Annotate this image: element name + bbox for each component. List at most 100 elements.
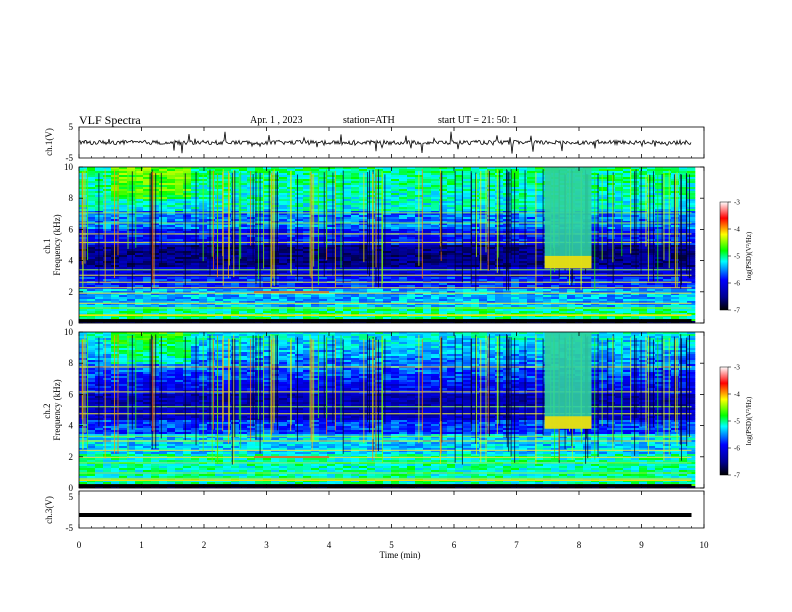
spectrogram-cell [119, 277, 128, 280]
spectrogram-cell [671, 289, 680, 292]
spectrogram-cell [319, 215, 328, 218]
spectrogram-cell [87, 247, 96, 250]
spectrogram-cell [215, 271, 224, 274]
spectrogram-cell [687, 263, 696, 266]
spectrogram-cell [455, 259, 464, 262]
spectrogram-cell [335, 169, 344, 172]
spectrogram-cell [215, 251, 224, 254]
spectrogram-cell [471, 203, 480, 206]
spectrogram-cell [367, 209, 376, 212]
spectrogram-cell [191, 247, 200, 250]
spectrogram-cell [679, 219, 688, 222]
spectrogram-cell [111, 253, 120, 256]
spectrogram-cell [295, 257, 304, 260]
spectrogram-cell [167, 295, 176, 298]
spectrogram-cell [487, 191, 496, 194]
spectrogram-cell [439, 257, 448, 260]
spectrogram-cell [511, 247, 520, 250]
spectrogram-cell [687, 235, 696, 238]
spectrogram-cell [551, 293, 560, 296]
spectrogram-cell [623, 201, 632, 204]
spectrogram-cell [407, 237, 416, 240]
spectrogram-cell [359, 211, 368, 214]
spectrogram-cell [295, 293, 304, 296]
spectrogram-cell [463, 219, 472, 222]
spectrogram-cell [247, 259, 256, 262]
spectrogram-cell [655, 175, 664, 178]
spectrogram-cell [319, 227, 328, 230]
spectrogram-cell [375, 207, 384, 210]
spectrogram-cell [295, 179, 304, 182]
spectrogram-cell [535, 203, 544, 206]
spectrogram-cell [447, 197, 456, 200]
spectrogram-cell [183, 249, 192, 252]
spectrogram-cell [391, 221, 400, 224]
spectrogram-cell [167, 189, 176, 192]
spectrogram-cell [207, 177, 216, 180]
spectrogram-cell [383, 167, 392, 170]
spectrogram-cell [663, 171, 672, 174]
spectrogram-cell [663, 247, 672, 250]
spectrogram-cell [95, 169, 104, 172]
spectrogram-cell [423, 247, 432, 250]
spectrogram-cell [87, 285, 96, 288]
spectrogram-cell [151, 189, 160, 192]
spectrogram-cell [375, 195, 384, 198]
spectrogram-cell [527, 185, 536, 188]
spectrogram-cell [479, 249, 488, 252]
spectrogram-cell [271, 275, 280, 278]
spectrogram-cell [143, 217, 152, 220]
spectrogram-cell [663, 213, 672, 216]
spectrogram-cell [623, 211, 632, 214]
spectrogram-cell [375, 197, 384, 200]
spectrogram-cell [623, 175, 632, 178]
spectrogram-cell [679, 273, 688, 276]
spectrogram-cell [143, 263, 152, 266]
spectrogram-cell [487, 221, 496, 224]
spectrogram-cell [471, 283, 480, 286]
spectrogram-cell [263, 173, 272, 176]
spectrogram-cell [183, 295, 192, 298]
spectrogram-cell [215, 249, 224, 252]
spectrogram-cell [151, 253, 160, 256]
spectrogram-cell [663, 219, 672, 222]
spectrogram-cell [239, 249, 248, 252]
spectrogram-cell [391, 179, 400, 182]
spectrogram-cell [511, 193, 520, 196]
spectrogram-cell [359, 201, 368, 204]
spectrogram-cell [151, 207, 160, 210]
spectrogram-cell [431, 183, 440, 186]
spectrogram-cell [535, 205, 544, 208]
spectrogram-cell [103, 291, 112, 294]
spectrogram-cell [151, 203, 160, 206]
spectrogram-cell [231, 263, 240, 266]
spectrogram-cell [151, 239, 160, 242]
spectrogram-cell [471, 285, 480, 288]
spectrogram-cell [615, 261, 624, 264]
spectrogram-cell [239, 229, 248, 232]
spectrogram-cell [623, 179, 632, 182]
spectrogram-cell [343, 223, 352, 226]
spectrogram-cell [319, 275, 328, 278]
spectrogram-cell [399, 221, 408, 224]
spectrogram-cell [143, 207, 152, 210]
spectrogram-cell [239, 289, 248, 292]
spectrogram-cell [399, 185, 408, 188]
spectrogram-cell [383, 227, 392, 230]
spectrogram-cell [463, 239, 472, 242]
spectrogram-cell [639, 197, 648, 200]
spectrogram-cell [87, 263, 96, 266]
spectrogram-cell [311, 167, 320, 170]
spectrogram-cell [215, 199, 224, 202]
spectrogram-cell [167, 253, 176, 256]
spectrogram-cell [295, 185, 304, 188]
spectrogram-cell [127, 225, 136, 228]
spectrogram-cell [455, 295, 464, 298]
spectrogram-cell [215, 189, 224, 192]
spectrogram-cell [519, 277, 528, 280]
spectrogram-cell [415, 293, 424, 296]
spectrogram-cell [599, 277, 608, 280]
spectrogram-cell [607, 261, 616, 264]
spectrogram-cell [151, 249, 160, 252]
spectrogram-cell [151, 245, 160, 248]
